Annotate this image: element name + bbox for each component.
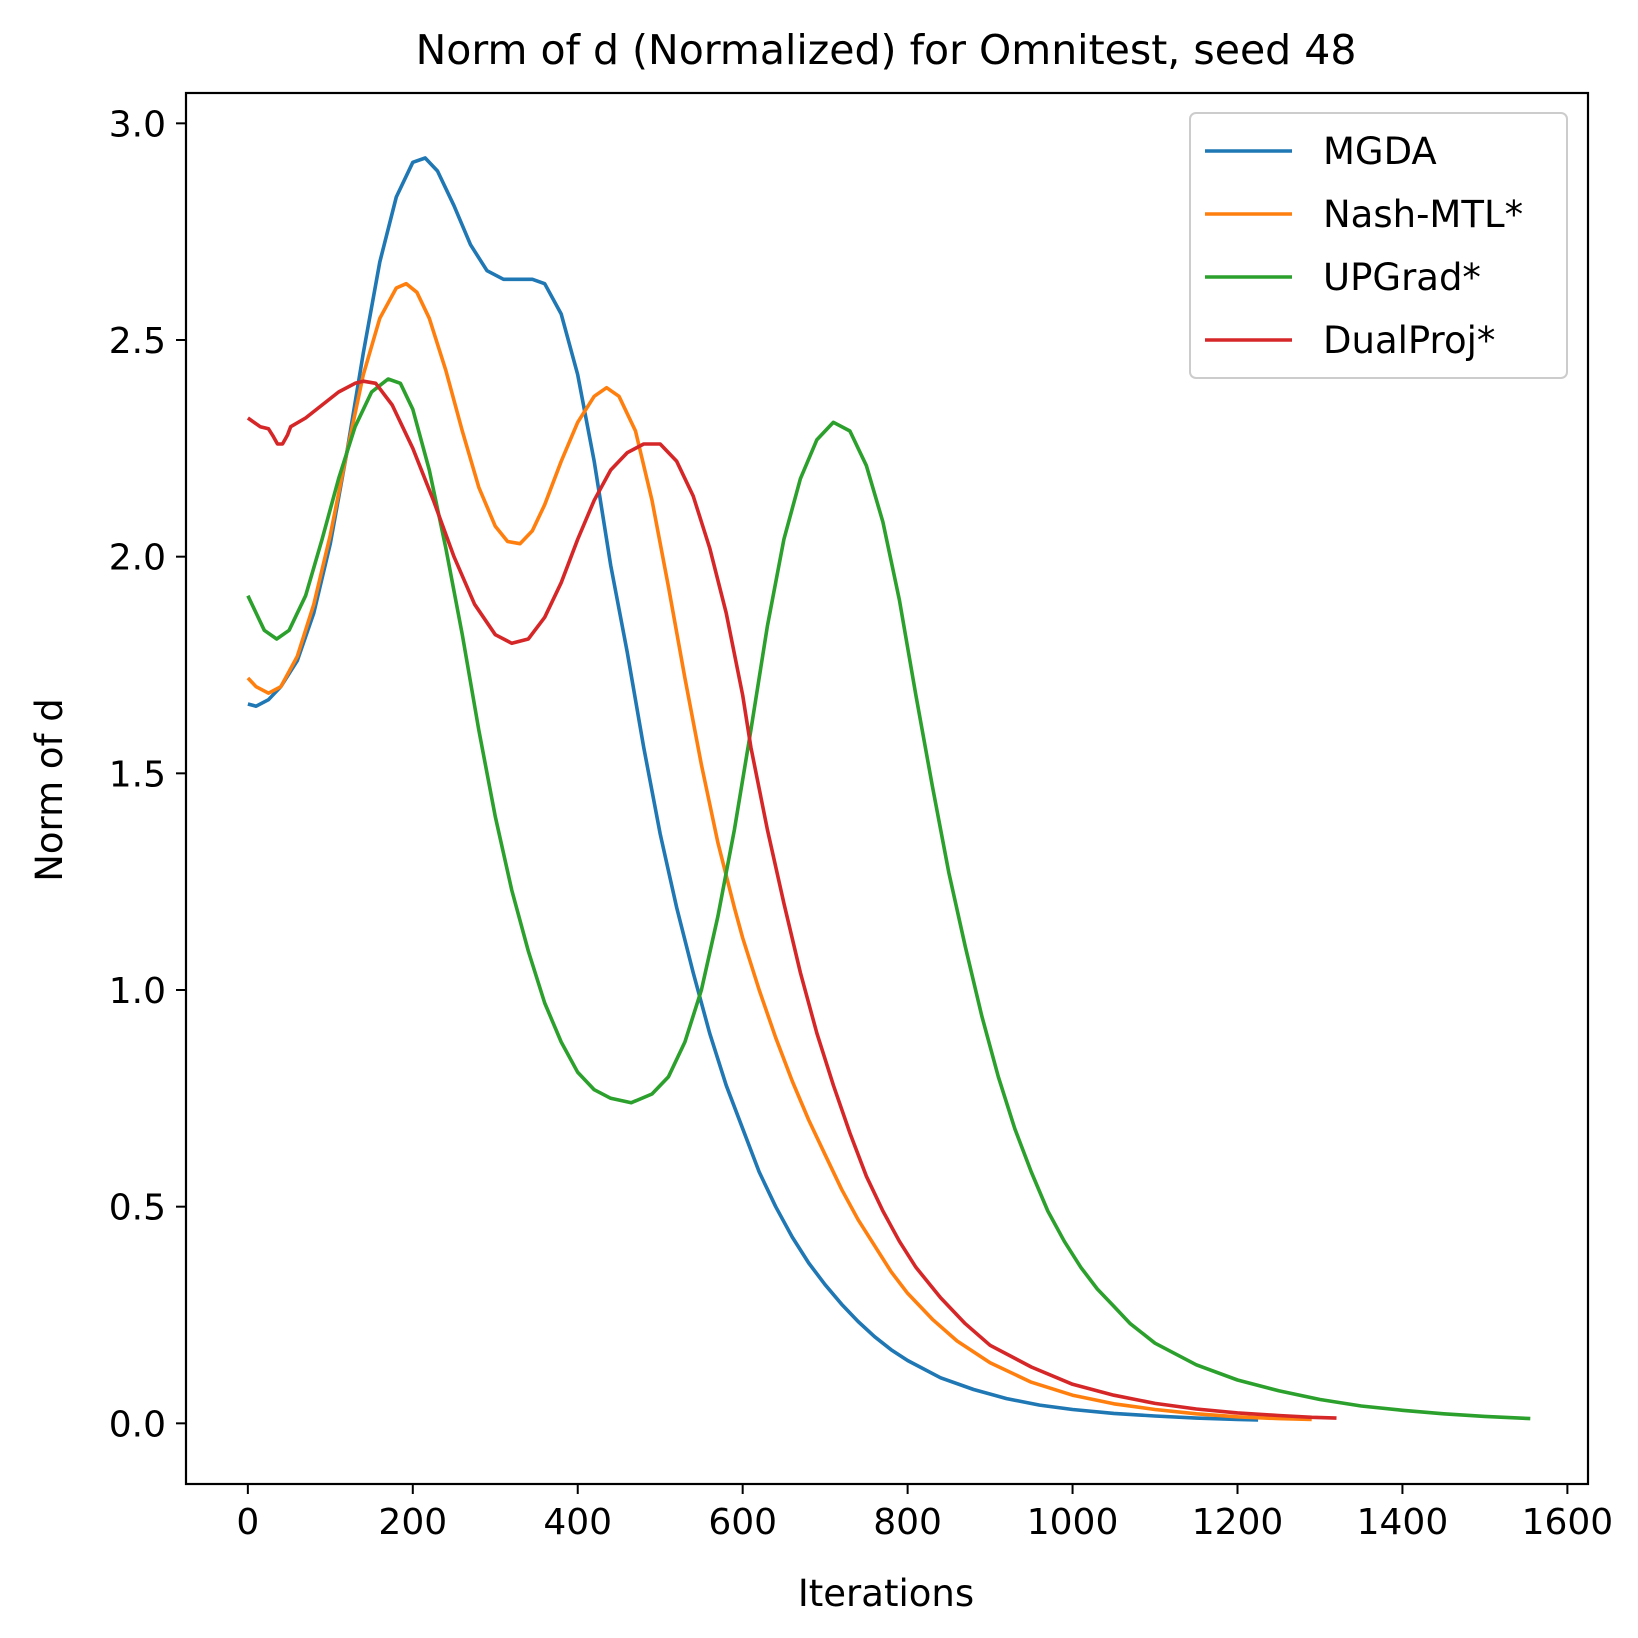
x-tick-label: 600: [708, 1502, 777, 1543]
x-axis-label: Iterations: [798, 1572, 974, 1615]
legend-label-nash-mtl: Nash-MTL*: [1323, 193, 1523, 236]
x-tick-label: 1400: [1357, 1502, 1449, 1543]
plot-frame: [184, 91, 1590, 1486]
y-axis: 0.0 0.5 1.0 1.5 2.0 2.5 3.0: [109, 104, 186, 1445]
x-tick-label: 1200: [1192, 1502, 1284, 1543]
legend-box: [1189, 112, 1568, 379]
x-tick-label: 1600: [1522, 1502, 1614, 1543]
y-tick-label: 1.5: [109, 754, 166, 795]
y-tick-label: 1.0: [109, 971, 166, 1012]
y-tick-label: 0.5: [109, 1188, 166, 1229]
series-line-nash-mtl: [246, 281, 1312, 1422]
legend-label-mgda: MGDA: [1323, 130, 1437, 173]
legend-label-dualproj: DualProj*: [1323, 319, 1495, 362]
x-tick-label: 400: [543, 1502, 612, 1543]
series-line-mgda: [247, 156, 1259, 1422]
y-axis-label: Norm of d: [28, 698, 71, 882]
y-tick-label: 2.0: [109, 538, 166, 579]
x-tick-label: 200: [378, 1502, 447, 1543]
x-tick-label: 0: [236, 1502, 259, 1543]
y-tick-label: 3.0: [109, 104, 166, 145]
y-tick-label: 2.5: [109, 321, 166, 362]
series-line-dualproj: [246, 379, 1337, 1420]
series-line-upgrad: [246, 377, 1531, 1421]
x-tick-label: 1000: [1027, 1502, 1119, 1543]
y-tick-label: 0.0: [109, 1404, 166, 1445]
plot-series-group: [246, 156, 1531, 1422]
legend-label-upgrad: UPGrad*: [1323, 256, 1481, 299]
chart-title: Norm of d (Normalized) for Omnitest, see…: [416, 26, 1357, 74]
x-axis: 0 200 400 600 800 1000 1200 1400 1600: [236, 1484, 1613, 1543]
legend: MGDA Nash-MTL* UPGrad* DualProj*: [1189, 112, 1568, 379]
x-tick-label: 800: [873, 1502, 942, 1543]
